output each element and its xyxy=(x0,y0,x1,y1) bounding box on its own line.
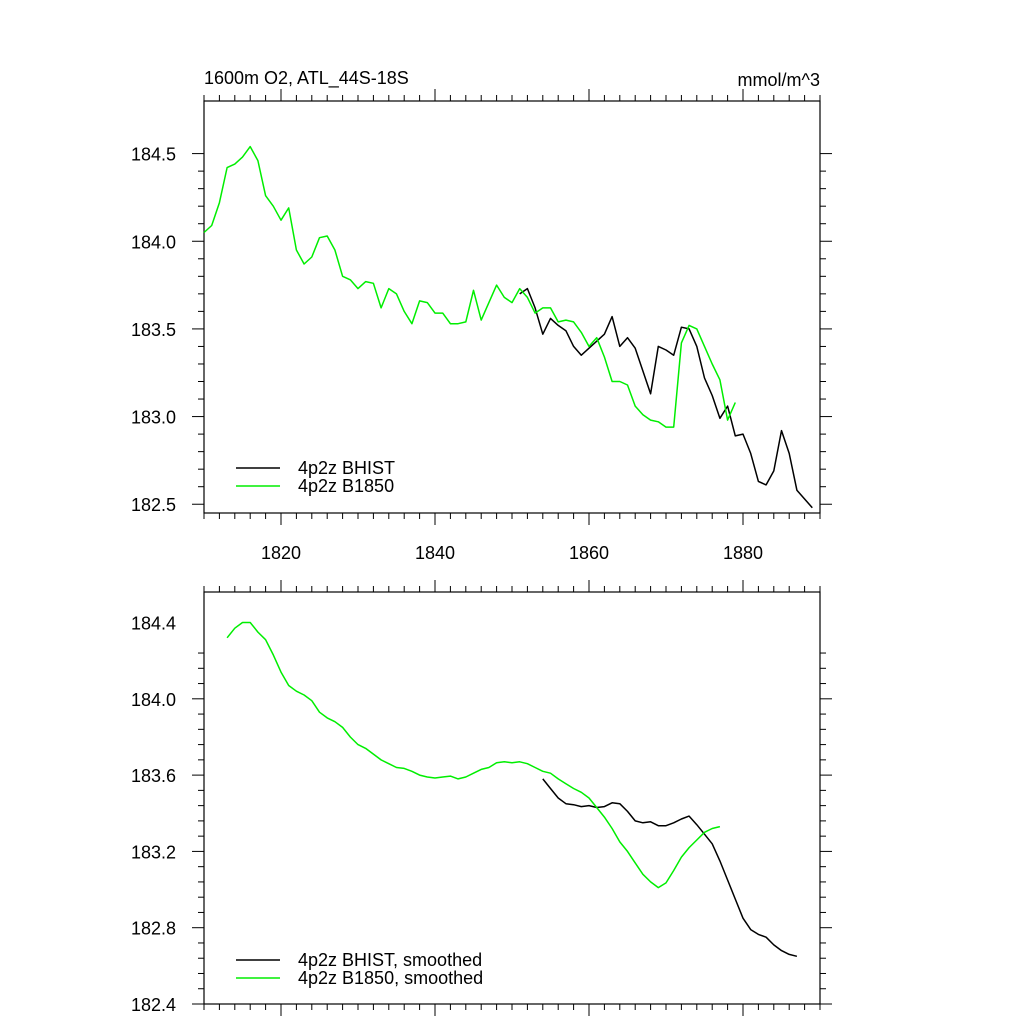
x-tick-label: 1880 xyxy=(723,543,763,563)
legend-label: 4p2z B1850 xyxy=(298,476,394,496)
y-tick-label: 182.4 xyxy=(131,995,176,1015)
y-tick-label: 184.4 xyxy=(131,614,176,634)
x-tick-label: 1840 xyxy=(415,543,455,563)
series-line-b1850 xyxy=(226,621,721,889)
legend-label: 4p2z B1850, smoothed xyxy=(298,968,483,988)
bottom-panel: 182.4 182.8 183.2 183.6 184.0 184.4 4p2z BHIST… xyxy=(131,580,832,1016)
plot-frame xyxy=(203,100,821,514)
series-line-bhist xyxy=(542,778,798,958)
y-tick-label: 183.5 xyxy=(131,320,176,340)
units-label: mmol/m^3 xyxy=(738,70,820,90)
series-line-bhist xyxy=(519,287,813,509)
plot-frame xyxy=(203,591,821,1005)
chart-title: 1600m O2, ATL_44S-18S xyxy=(204,68,409,89)
y-tick-label: 182.5 xyxy=(131,495,176,515)
y-tick-label: 183.6 xyxy=(131,766,176,786)
series-line-b1850 xyxy=(203,145,736,428)
x-tick-label: 1820 xyxy=(261,543,301,563)
y-tick-label: 184.0 xyxy=(131,690,176,710)
y-tick-label: 182.8 xyxy=(131,919,176,939)
legend-label: 4p2z BHIST xyxy=(298,458,395,478)
legend-label: 4p2z BHIST, smoothed xyxy=(298,950,482,970)
y-tick-label: 183.0 xyxy=(131,408,176,428)
y-tick-label: 184.0 xyxy=(131,232,176,252)
y-tick-label: 183.2 xyxy=(131,842,176,862)
y-tick-label: 184.5 xyxy=(131,145,176,165)
top-panel: 1600m O2, ATL_44S-18S mmol/m^3 1820 1840 1… xyxy=(131,68,832,563)
x-tick-label: 1860 xyxy=(569,543,609,563)
